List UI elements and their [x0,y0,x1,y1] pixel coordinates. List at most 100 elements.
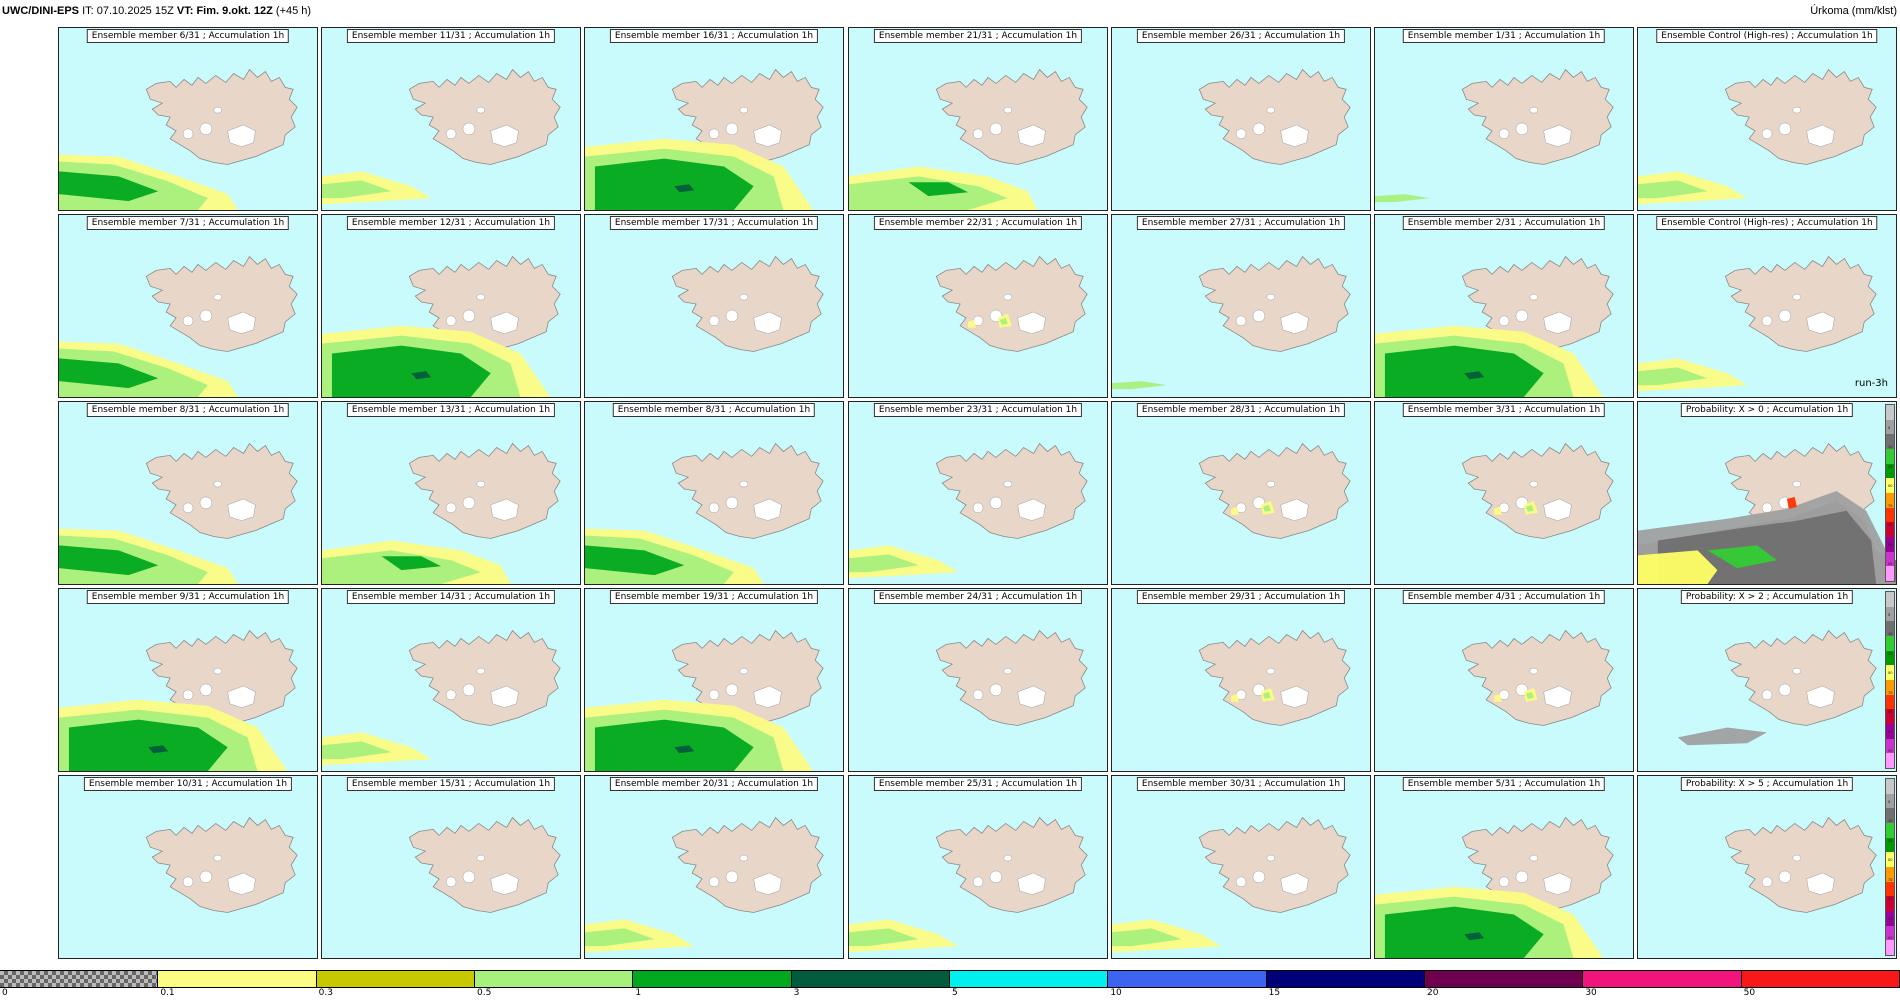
glacier-area [1498,502,1510,513]
glacier-area [182,689,194,700]
map-panel: Ensemble member 26/31 ; Accumulation 1h [1111,27,1371,211]
iceland-landmass [145,442,298,539]
iceland-landmass [1198,629,1351,726]
glacier-area [725,870,739,883]
glacier-area [725,122,739,135]
precip-area [849,928,919,947]
probability-legend-label: 10 [1888,631,1893,637]
iceland-landmass [671,816,824,913]
probability-legend-swatch [1886,537,1894,552]
precip-area [59,358,159,389]
panel-title: Probability: X > 2 ; Accumulation 1h [1680,590,1854,604]
map-canvas [1375,816,1614,958]
glacier-area [1792,480,1801,488]
probability-legend-swatch [1886,405,1894,420]
map-panel: Ensemble member 27/31 ; Accumulation 1h [1111,214,1371,398]
map-panel: Probability: X > 5 ; Accumulation 1h 5 10 2… [1637,775,1897,959]
iceland-landmass [935,68,1088,165]
map-panel: Ensemble member 1/31 ; Accumulation 1h [1374,27,1634,211]
glacier-area [753,685,782,708]
glacier-area [490,124,519,147]
map-panel: Ensemble Control (High-res) ; Accumulati… [1637,27,1897,211]
map-canvas [322,629,561,766]
probability-legend-label: 99 [1888,935,1893,941]
glacier-area [1003,854,1012,862]
map-panel: Ensemble member 7/31 ; Accumulation 1h [58,214,318,398]
precip-area [1494,506,1503,515]
map-canvas [1724,816,1877,913]
glacier-area [199,870,213,883]
glacier-area [227,872,256,895]
probability-legend-swatch [1886,837,1894,853]
map-canvas [671,255,824,352]
glacier-area [725,496,739,509]
map-panel: Ensemble member 13/31 ; Accumulation 1h [321,401,581,585]
glacier-area [1778,309,1792,322]
glacier-area [972,502,984,513]
iceland-landmass [408,255,561,352]
glacier-area [725,683,739,696]
map-canvas [849,68,1088,210]
glacier-area [1266,854,1275,862]
glacier-area [1515,870,1529,883]
map-canvas [1198,68,1351,165]
precip-area [585,928,655,947]
glacier-area [227,498,256,521]
precip-area [1638,550,1718,584]
precip-area [322,180,392,199]
probability-legend-swatch [1886,896,1894,911]
map-canvas [59,68,298,210]
panel-title: Ensemble member 19/31 ; Accumulation 1h [609,590,819,604]
iceland-landmass [145,629,298,726]
glacier-area [490,311,519,334]
colorbar-tick-label: 15 [1268,988,1281,998]
panel-title: Ensemble Control (High-res) ; Accumulati… [1656,216,1878,230]
glacier-area [1806,872,1835,895]
precip-area [59,171,159,202]
glacier-area [1792,106,1801,114]
panel-title: Ensemble member 15/31 ; Accumulation 1h [346,777,556,791]
probability-legend-swatch [1886,779,1894,794]
probability-legend-label: 99 [1888,561,1893,567]
glacier-area [1280,311,1309,334]
precip-area [1464,371,1485,380]
panel-note: run-3h [1854,378,1888,389]
precip-area [1464,932,1485,941]
colorbar-segment [1583,971,1742,987]
glacier-area [182,128,194,139]
glacier-area [462,870,476,883]
glacier-area [1280,685,1309,708]
precip-area [381,556,442,571]
precip-area [1384,906,1544,958]
glacier-area [445,502,457,513]
probability-legend-swatch [1886,434,1894,449]
probability-legend-label: 25 [1888,463,1893,469]
colorbar-tick-label: 10 [1110,988,1122,998]
map-canvas [1461,442,1614,539]
precip-area [411,371,432,380]
panel-title: Ensemble member 10/31 ; Accumulation 1h [83,777,293,791]
map-panel: Ensemble member 21/31 ; Accumulation 1h [848,27,1108,211]
panel-title: Ensemble member 25/31 ; Accumulation 1h [873,777,1083,791]
glacier-area [1266,480,1275,488]
probability-legend-label: 90 [1888,896,1893,902]
precip-area [594,158,754,210]
map-panel: Ensemble member 6/31 ; Accumulation 1h [58,27,318,211]
colorbar-tick-label: 30 [1585,988,1597,998]
probability-legend: 5 10 25 50 75 90 95 99 [1885,591,1895,769]
iceland-landmass [671,442,824,539]
glacier-area [490,498,519,521]
glacier-area [1761,502,1773,513]
glacier-area [462,309,476,322]
iceland-landmass [1724,816,1877,913]
map-panel: Ensemble member 19/31 ; Accumulation 1h [584,588,844,772]
glacier-area [739,854,748,862]
glacier-area [739,480,748,488]
init-time-label: IT: [82,5,94,17]
glacier-area [739,293,748,301]
panel-title: Ensemble member 14/31 ; Accumulation 1h [346,590,556,604]
colorbar-tick-label: 0 [2,988,8,998]
map-canvas [59,629,298,771]
valid-time: VT: Fim. 9.okt. 12Z [176,5,273,17]
glacier-area [1252,122,1266,135]
